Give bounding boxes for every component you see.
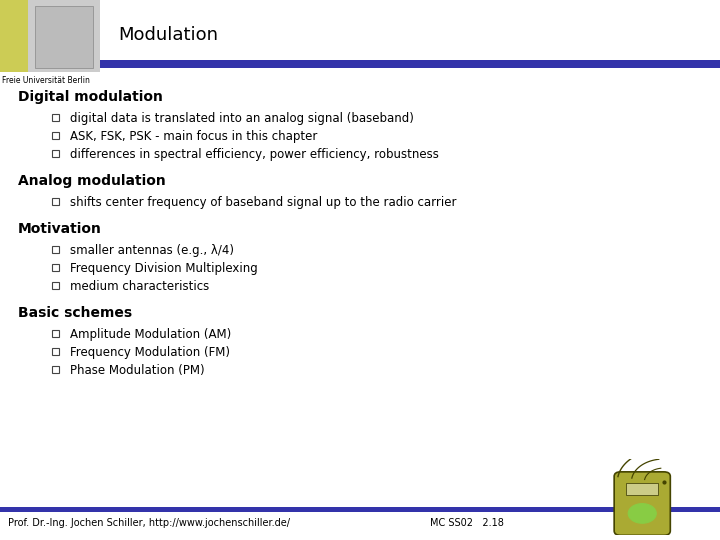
Text: Frequency Division Multiplexing: Frequency Division Multiplexing [70,262,258,275]
FancyBboxPatch shape [614,472,670,535]
Text: Freie Universität Berlin: Freie Universität Berlin [2,76,90,85]
Text: smaller antennas (e.g., λ/4): smaller antennas (e.g., λ/4) [70,244,234,257]
Circle shape [628,504,657,523]
Text: shifts center frequency of baseband signal up to the radio carrier: shifts center frequency of baseband sign… [70,196,456,209]
Bar [28,0,100,72]
Bar [626,483,658,495]
Text: Amplitude Modulation (AM): Amplitude Modulation (AM) [70,328,231,341]
Text: Phase Modulation (PM): Phase Modulation (PM) [70,364,204,377]
Bar [0,0,28,72]
Text: differences in spectral efficiency, power efficiency, robustness: differences in spectral efficiency, powe… [70,148,439,161]
Text: Prof. Dr.-Ing. Jochen Schiller, http://www.jochenschiller.de/: Prof. Dr.-Ing. Jochen Schiller, http://w… [8,518,290,528]
Bar [52,150,59,157]
Text: MC SS02   2.18: MC SS02 2.18 [430,518,504,528]
Text: digital data is translated into an analog signal (baseband): digital data is translated into an analo… [70,112,414,125]
Bar [52,198,59,205]
Bar [52,246,59,253]
Bar [100,60,720,68]
Bar [35,6,93,68]
Bar [52,348,59,354]
Bar [52,366,59,373]
Bar [52,132,59,138]
Text: Motivation: Motivation [18,222,102,236]
Bar [52,281,59,288]
Text: medium characteristics: medium characteristics [70,280,210,293]
Bar [52,113,59,120]
Text: ASK, FSK, PSK - main focus in this chapter: ASK, FSK, PSK - main focus in this chapt… [70,130,318,143]
Bar [52,329,59,336]
Text: Modulation: Modulation [118,26,218,44]
Bar [0,507,720,512]
Text: Basic schemes: Basic schemes [18,306,132,320]
Bar [52,264,59,271]
Text: Analog modulation: Analog modulation [18,174,166,188]
Text: Frequency Modulation (FM): Frequency Modulation (FM) [70,346,230,359]
Text: Digital modulation: Digital modulation [18,90,163,104]
